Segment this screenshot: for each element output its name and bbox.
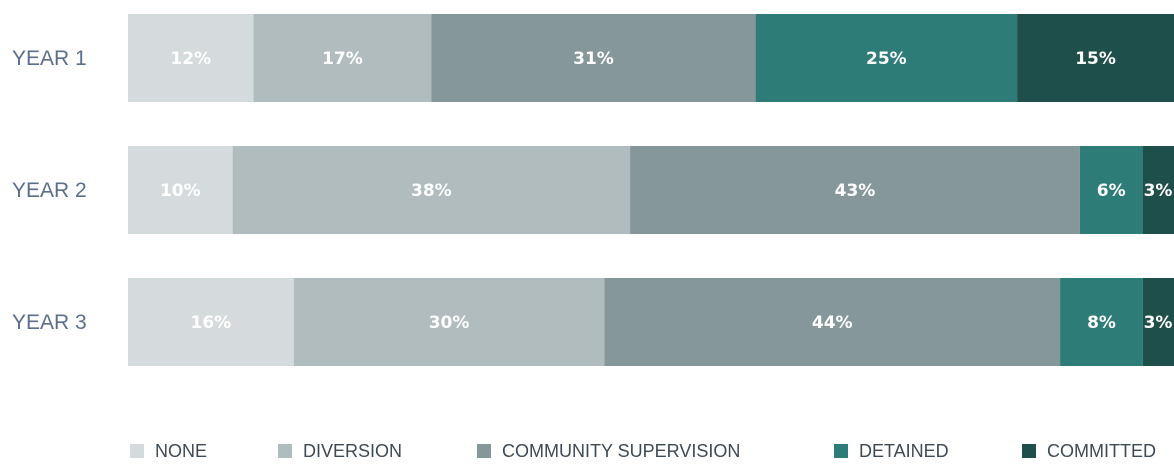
legend-swatch-none: [130, 444, 144, 458]
data-label-detained-year-2: 6%: [1097, 181, 1126, 201]
legend-swatch-community-supervision: [477, 444, 491, 458]
legend-swatch-diversion: [278, 444, 292, 458]
legend-label-community-supervision: COMMUNITY SUPERVISION: [502, 441, 740, 461]
data-label-detained-year-1: 25%: [866, 49, 907, 69]
chart-rows: YEAR 1 12% 17% 31% 25% 15% YEAR 2 10% 38% 43% 6% 3%…: [12, 14, 1174, 366]
legend-item-none: NONE: [130, 441, 207, 461]
data-label-detained-year-3: 8%: [1087, 313, 1116, 333]
bar-segment-none-year-3: [128, 278, 294, 366]
bar-segment-community-supervision-year-1: [431, 14, 756, 102]
row-label-year-3: YEAR 3: [12, 311, 87, 334]
bar-segment-committed-year-1: [1017, 14, 1174, 102]
row-label-year-1: YEAR 1: [12, 47, 87, 70]
legend-swatch-detained: [834, 444, 848, 458]
bar-segment-community-supervision-year-2: [630, 146, 1080, 234]
bar-segment-none-year-2: [128, 146, 233, 234]
bar-segment-committed-year-3: [1142, 278, 1174, 366]
legend-label-committed: COMMITTED: [1047, 441, 1156, 461]
legend-label-detained: DETAINED: [859, 441, 949, 461]
bar-segment-diversion-year-1: [253, 14, 432, 102]
legend-label-none: NONE: [155, 441, 207, 461]
data-label-committed-year-1: 15%: [1075, 49, 1116, 69]
data-label-none-year-1: 12%: [170, 49, 211, 69]
bar-row-year-3: YEAR 3 16% 30% 44% 8% 3%: [12, 278, 1174, 366]
data-label-committed-year-3: 3%: [1144, 313, 1173, 333]
bar-segment-detained-year-1: [755, 14, 1018, 102]
data-label-community-supervision-year-2: 43%: [835, 181, 876, 201]
data-label-diversion-year-2: 38%: [411, 181, 452, 201]
bar-segment-diversion-year-3: [293, 278, 605, 366]
legend-item-community-supervision: COMMUNITY SUPERVISION: [477, 441, 740, 461]
data-label-none-year-3: 16%: [190, 313, 231, 333]
bar-row-year-1: YEAR 1 12% 17% 31% 25% 15%: [12, 14, 1174, 102]
legend-item-detained: DETAINED: [834, 441, 949, 461]
bar-segment-committed-year-2: [1142, 146, 1174, 234]
data-label-community-supervision-year-1: 31%: [573, 49, 614, 69]
data-label-none-year-2: 10%: [160, 181, 201, 201]
bar-segment-diversion-year-2: [232, 146, 631, 234]
data-label-committed-year-2: 3%: [1144, 181, 1173, 201]
bar-segment-community-supervision-year-3: [604, 278, 1061, 366]
bar-row-year-2: YEAR 2 10% 38% 43% 6% 3%: [12, 146, 1174, 234]
legend-item-committed: COMMITTED: [1022, 441, 1156, 461]
data-label-community-supervision-year-3: 44%: [812, 313, 853, 333]
bar-segment-detained-year-3: [1060, 278, 1143, 366]
legend-item-diversion: DIVERSION: [278, 441, 402, 461]
data-label-diversion-year-3: 30%: [429, 313, 470, 333]
row-label-year-2: YEAR 2: [12, 179, 87, 202]
data-label-diversion-year-1: 17%: [322, 49, 363, 69]
chart-legend: NONE DIVERSION COMMUNITY SUPERVISION DETAIN…: [130, 441, 1156, 461]
bar-segment-none-year-1: [128, 14, 254, 102]
legend-label-diversion: DIVERSION: [303, 441, 402, 461]
bar-segment-detained-year-2: [1079, 146, 1143, 234]
legend-swatch-committed: [1022, 444, 1036, 458]
